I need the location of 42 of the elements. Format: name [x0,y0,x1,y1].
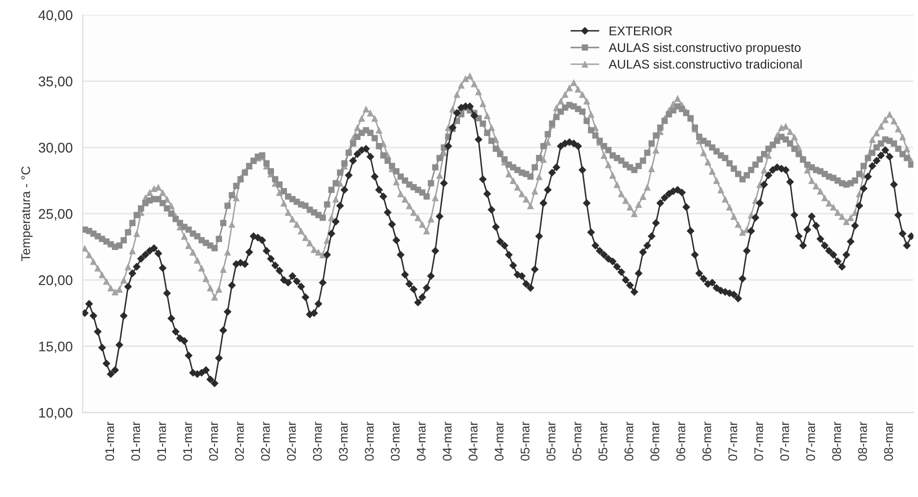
x-tick-label: 01-mar [157,422,166,461]
x-tick-label: 05-mar [598,422,608,461]
x-tick-label: 08-mar [884,422,893,461]
x-tick-label: 01-mar [131,422,140,461]
legend-label: AULAS sist.constructivo tradicional [608,59,802,69]
y-tick-label: 15,00 [39,342,72,354]
x-tick-label: 04-mar [442,422,452,461]
x-tick-label: 07-mar [754,422,764,461]
x-tick-label: 02-mar [209,422,218,461]
y-tick-label: 25,00 [38,209,72,221]
x-tick-label: 01-mar [105,422,114,461]
x-tick-label: 05-mar [520,422,530,461]
x-tick-label: 02-mar [261,422,270,461]
x-tick-label: 03-mar [364,422,374,461]
y-tick-label: 20,00 [38,275,72,287]
x-tick-label: 02-mar [235,422,244,461]
x-tick-label: 08-mar [858,422,868,461]
x-tick-label: 04-mar [494,422,504,461]
x-tick-label: 03-mar [312,422,322,461]
legend-label: AULAS sist.constructivo propuesto [608,42,801,54]
x-tick-label: 04-mar [468,422,478,461]
y-tick-label: 10,00 [39,408,72,420]
y-tick-label: 30,00 [38,142,72,154]
x-tick-label: 02-mar [286,422,296,461]
x-tick-label: 03-mar [338,422,348,461]
legend-label: EXTERIOR [610,26,672,36]
y-axis-title: Temperatura - °C [21,166,33,262]
x-tick-label: 07-mar [806,422,816,461]
x-tick-label: 07-mar [728,422,738,461]
x-tick-label: 03-mar [390,422,400,461]
x-tick-label: 08-mar [832,422,842,461]
x-tick-label: 01-mar [183,422,192,461]
x-tick-label: 04-mar [416,422,426,461]
x-tick-label: 06-mar [702,422,712,461]
x-tick-label: 05-mar [546,422,556,461]
x-tick-label: 06-mar [650,422,660,461]
y-tick-label: 35,00 [38,76,72,88]
x-tick-label: 06-mar [624,422,634,461]
x-tick-label: 05-mar [572,422,582,461]
x-tick-label: 07-mar [780,422,790,461]
x-tick-label: 06-mar [676,422,686,461]
y-tick-label: 40,00 [38,10,72,22]
